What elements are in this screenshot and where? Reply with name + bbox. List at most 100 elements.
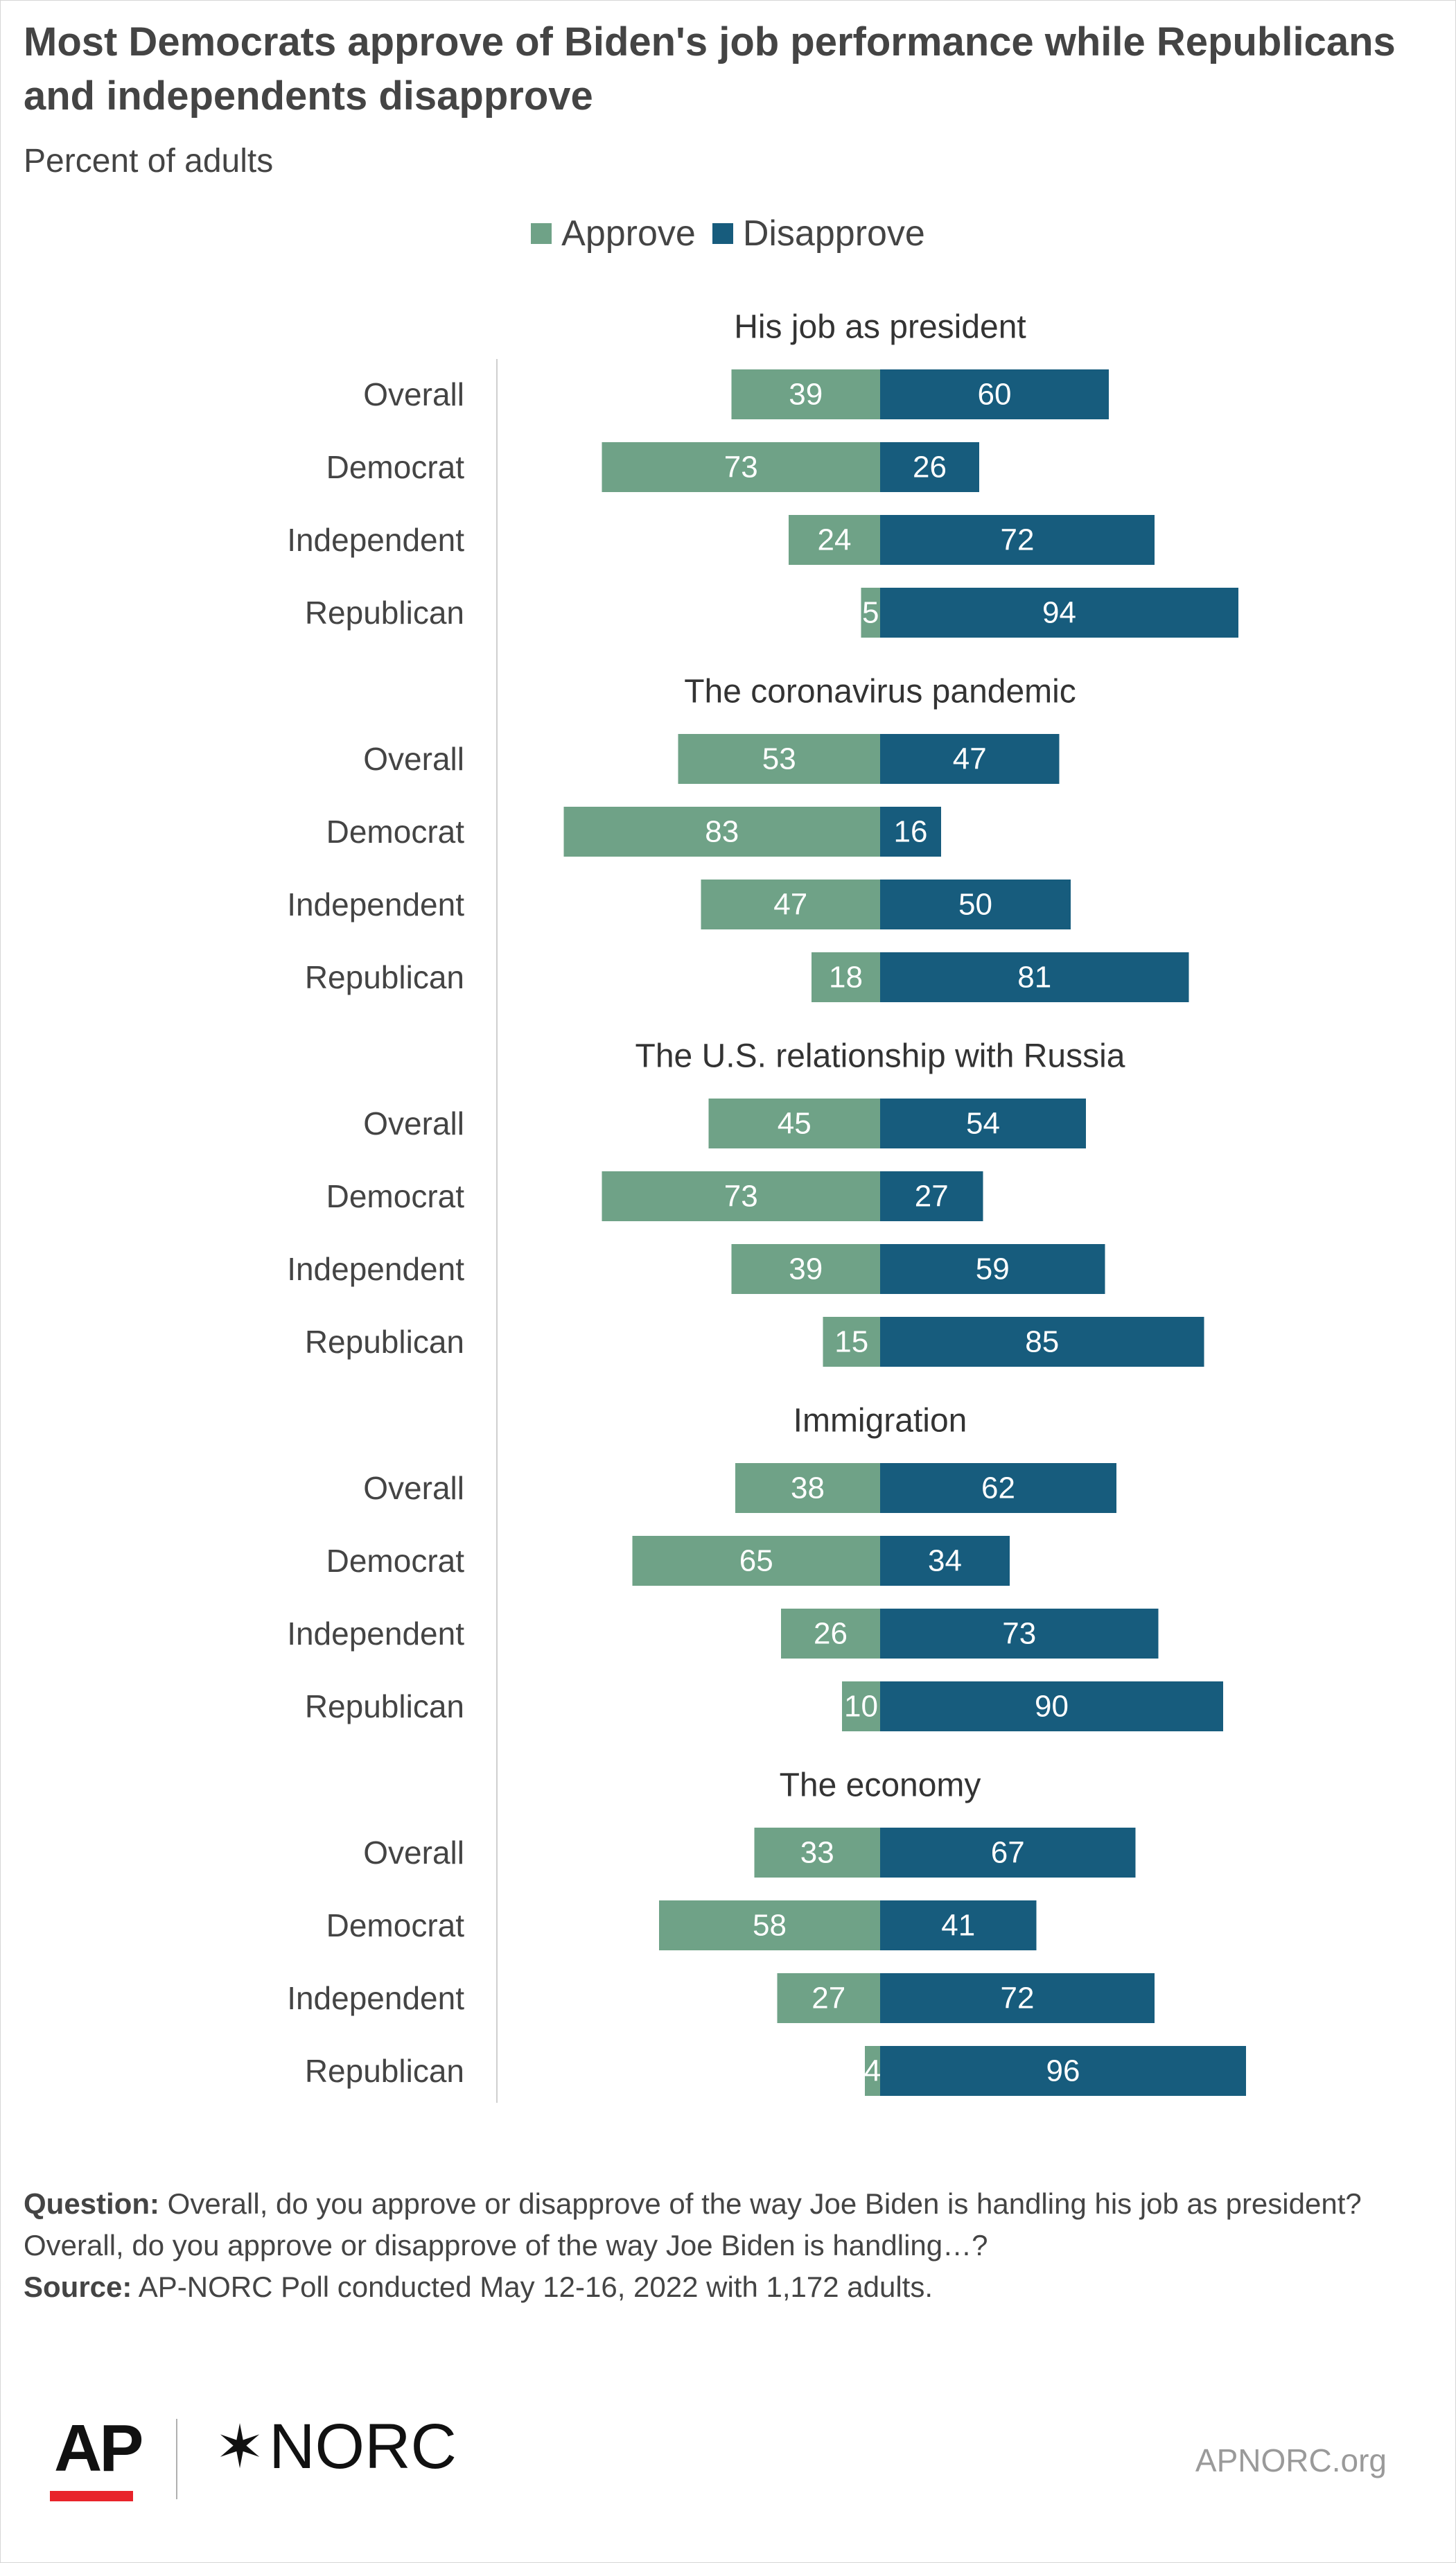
bar-approve — [602, 442, 880, 492]
row-label: Democrat — [326, 1178, 465, 1214]
data-label-disapprove: 73 — [1002, 1617, 1036, 1651]
norc-star-icon: ✶ — [215, 2413, 265, 2481]
data-label-disapprove: 27 — [915, 1180, 949, 1214]
row-label: Overall — [363, 1105, 464, 1141]
bar-approve — [563, 807, 880, 857]
data-label-disapprove: 26 — [913, 451, 947, 484]
bar-approve — [731, 1244, 880, 1294]
bar-approve — [777, 1973, 880, 2023]
row-label: Independent — [287, 1251, 464, 1287]
bar-approve — [842, 1681, 880, 1731]
data-label-disapprove: 67 — [991, 1836, 1025, 1870]
data-label-approve: 27 — [812, 1982, 845, 2015]
legend: Approve Disapprove — [0, 213, 1456, 254]
bar-approve — [632, 1536, 880, 1586]
row-label: Independent — [287, 1980, 464, 2016]
bar-disapprove — [880, 369, 1109, 419]
data-label-approve: 47 — [773, 888, 807, 922]
data-label-approve: 4 — [864, 2054, 881, 2088]
data-label-approve: 5 — [862, 596, 879, 630]
data-label-approve: 39 — [789, 1252, 823, 1286]
bar-disapprove — [880, 1536, 1010, 1586]
data-label-disapprove: 85 — [1025, 1325, 1059, 1359]
ap-logo: AP — [54, 2411, 143, 2485]
data-label-approve: 15 — [834, 1325, 868, 1359]
bar-approve — [701, 880, 880, 929]
data-label-approve: 24 — [818, 523, 852, 557]
chart-plot-area: His job as president Overall 39 60 Democrat 7… — [287, 309, 1246, 2103]
row-label: Republican — [305, 1324, 464, 1360]
legend-swatch-approve — [531, 223, 552, 244]
bar-approve — [789, 515, 880, 565]
row-label: Overall — [363, 1470, 464, 1506]
bar-disapprove — [880, 952, 1189, 1002]
bar-disapprove — [880, 442, 979, 492]
bar-approve — [735, 1463, 880, 1513]
bar-approve — [731, 369, 880, 419]
row-label: Independent — [287, 522, 464, 558]
data-label-disapprove: 47 — [953, 742, 987, 776]
data-label-disapprove: 90 — [1035, 1690, 1069, 1724]
bar-disapprove — [880, 807, 941, 857]
row-label: Democrat — [326, 814, 465, 850]
bar-disapprove — [880, 1681, 1223, 1731]
data-label-disapprove: 81 — [1017, 961, 1051, 995]
bar-disapprove — [880, 515, 1155, 565]
row-label: Democrat — [326, 1543, 465, 1579]
source-text: AP-NORC Poll conducted May 12-16, 2022 w… — [138, 2271, 933, 2303]
bar-disapprove — [880, 2046, 1246, 2096]
norc-logo-text: NORC — [269, 2411, 457, 2482]
bar-approve — [708, 1099, 880, 1148]
legend-label-disapprove: Disapprove — [742, 213, 925, 254]
norc-logo: ✶ NORC — [215, 2411, 457, 2483]
bar-approve — [823, 1317, 880, 1367]
bar-approve — [754, 1828, 880, 1878]
data-label-approve: 18 — [829, 961, 863, 995]
data-label-disapprove: 41 — [941, 1909, 975, 1943]
bar-approve — [865, 2046, 880, 2096]
bar-approve — [602, 1171, 880, 1221]
chart-subtitle: Percent of adults — [24, 143, 274, 180]
bar-disapprove — [880, 1099, 1086, 1148]
bar-approve — [781, 1609, 880, 1659]
data-label-disapprove: 59 — [976, 1252, 1010, 1286]
data-label-disapprove: 50 — [958, 888, 992, 922]
legend-swatch-disapprove — [712, 223, 733, 244]
data-label-disapprove: 34 — [928, 1544, 962, 1578]
row-label: Overall — [363, 1835, 464, 1871]
data-label-disapprove: 62 — [981, 1471, 1015, 1505]
data-label-disapprove: 72 — [1001, 1982, 1035, 2015]
footer-url: APNORC.org — [1195, 2442, 1387, 2478]
data-label-approve: 33 — [800, 1836, 834, 1870]
data-label-approve: 39 — [789, 378, 823, 412]
logo-divider — [176, 2419, 177, 2499]
data-label-disapprove: 72 — [1001, 523, 1035, 557]
question-note: Question: Overall, do you approve or dis… — [24, 2183, 1410, 2266]
data-label-approve: 73 — [724, 1180, 758, 1214]
ap-logo-underline — [50, 2491, 133, 2501]
bar-approve — [861, 588, 880, 638]
data-label-approve: 38 — [791, 1471, 825, 1505]
question-text: Overall, do you approve or disapprove of… — [24, 2187, 1362, 2262]
row-label: Democrat — [326, 1907, 465, 1943]
data-label-approve: 65 — [739, 1544, 773, 1578]
bar-disapprove — [880, 1609, 1159, 1659]
bar-disapprove — [880, 880, 1071, 929]
question-label: Question: — [24, 2187, 159, 2220]
data-label-approve: 73 — [724, 451, 758, 484]
legend-label-approve: Approve — [561, 213, 696, 254]
data-label-approve: 53 — [762, 742, 796, 776]
bar-disapprove — [880, 1171, 983, 1221]
bar-approve — [678, 734, 880, 784]
row-label: Independent — [287, 1616, 464, 1652]
legend-item-disapprove: Disapprove — [712, 213, 925, 254]
row-label: Republican — [305, 1688, 464, 1724]
bar-disapprove — [880, 1244, 1105, 1294]
source-label: Source: — [24, 2271, 132, 2303]
row-label: Overall — [363, 376, 464, 412]
row-label: Republican — [305, 595, 464, 631]
bar-disapprove — [880, 1973, 1155, 2023]
bar-approve — [659, 1900, 880, 1950]
row-label: Democrat — [326, 449, 465, 485]
data-label-approve: 45 — [778, 1107, 812, 1141]
